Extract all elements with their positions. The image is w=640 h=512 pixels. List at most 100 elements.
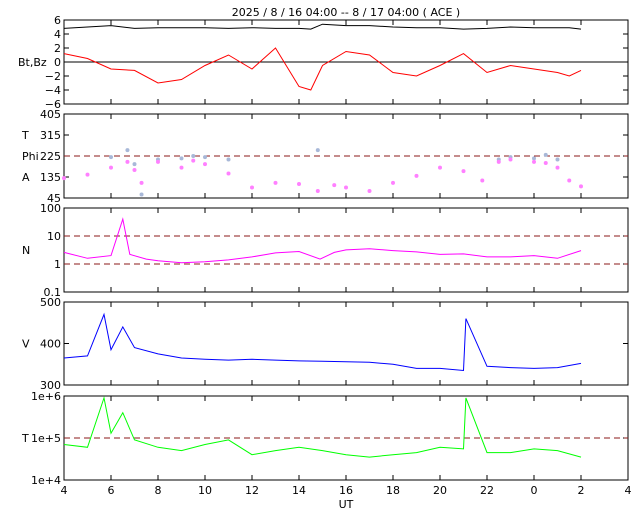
y-axis-label: Bt,Bz — [18, 56, 47, 69]
series-phi-point — [179, 156, 184, 161]
y-tick-label: 1e+6 — [31, 390, 61, 403]
x-tick-label: 0 — [531, 484, 538, 497]
x-tick-label: 4 — [61, 484, 68, 497]
chart-title: 2025 / 8 / 16 04:00 -- 8 / 17 04:00 ( AC… — [232, 6, 460, 19]
series-v-line — [63, 312, 582, 372]
series-bz-line — [63, 47, 582, 91]
y-tick-label: 0 — [54, 56, 61, 69]
y-axis-label: A — [22, 171, 30, 184]
series-theta-point — [532, 159, 536, 164]
series-theta-point — [273, 180, 278, 185]
x-axis-label: UT — [339, 498, 354, 511]
x-tick-label: 8 — [155, 484, 162, 497]
series-phi-point — [109, 155, 113, 160]
y-axis-label: N — [22, 244, 30, 257]
y-tick-label: 405 — [40, 108, 61, 121]
y-tick-label: 1 — [54, 258, 61, 271]
y-tick-label: 1e+4 — [31, 474, 61, 487]
y-tick-label: 225 — [40, 150, 61, 163]
x-tick-label: 16 — [339, 484, 353, 497]
y-tick-label: 6 — [54, 14, 61, 27]
y-tick-label: −4 — [45, 84, 61, 97]
series-theta-point — [332, 183, 337, 188]
y-axis-label: V — [22, 338, 30, 351]
series-theta-point — [139, 180, 144, 185]
y-axis-label: Phi — [22, 150, 39, 163]
x-tick-label: 20 — [433, 484, 447, 497]
panels: 6420−2−4−6Bt,Bz40531522513545TPhiA100101… — [18, 14, 629, 487]
panel-speed: 500 400 300 V — [22, 296, 629, 392]
series-theta-point — [344, 185, 348, 190]
x-tick-label: 22 — [480, 484, 494, 497]
series-theta-point — [297, 182, 301, 186]
panel-density: 100 10 1 0.1 N — [22, 202, 629, 299]
y-tick-label: 135 — [40, 171, 61, 184]
x-tick-label: 2 — [578, 484, 585, 497]
x-tick-label: 14 — [292, 484, 306, 497]
y-tick-label: 2 — [54, 42, 61, 55]
series-theta-point — [508, 157, 513, 162]
series-theta-point — [414, 173, 419, 178]
y-tick-label: 500 — [40, 296, 61, 309]
series-theta-point — [85, 172, 90, 177]
x-tick-label: 4 — [625, 484, 632, 497]
y-tick-label: −6 — [45, 98, 61, 111]
panel-temperature: 1e+6 1e+5 1e+4 T — [21, 390, 629, 487]
series-phi-point — [191, 154, 196, 158]
series-theta-point — [367, 189, 372, 193]
series-theta-point — [496, 159, 501, 164]
series-phi-point — [226, 157, 231, 162]
series-theta-point — [179, 165, 184, 170]
series-theta-point — [109, 165, 113, 170]
series-n-line — [63, 217, 582, 264]
y-tick-label: 315 — [40, 129, 61, 142]
x-tick-label: 18 — [386, 484, 400, 497]
series-theta-point — [461, 169, 466, 174]
series-theta-point — [555, 165, 560, 170]
series-phi-point — [315, 148, 320, 153]
series-theta-point — [62, 176, 66, 181]
y-tick-label: 10 — [47, 230, 61, 243]
series-theta-point — [226, 171, 231, 176]
x-tick-label: 6 — [108, 484, 115, 497]
series-phi-point — [139, 192, 144, 197]
x-tick-label: 12 — [245, 484, 259, 497]
series-phi-point — [543, 152, 548, 157]
y-tick-label: 4 — [54, 28, 61, 41]
series-bt-line — [63, 23, 582, 30]
series-theta-point — [315, 189, 320, 193]
series-theta-point — [391, 180, 395, 185]
y-axis-label: T — [21, 432, 29, 445]
series-theta-point — [250, 185, 254, 190]
x-tick-label: 10 — [198, 484, 212, 497]
series-phi-point — [203, 155, 207, 160]
series-theta-point — [567, 178, 572, 183]
series-t-line — [63, 395, 582, 458]
series-theta-point — [543, 161, 548, 165]
series-theta-point — [203, 162, 207, 167]
panel-angles: 405 315 225 135 45 T Phi A — [21, 108, 629, 205]
series-theta-point — [132, 168, 137, 172]
series-phi-point — [125, 148, 130, 153]
series-phi-point — [555, 157, 560, 162]
y-tick-label: 45 — [47, 192, 61, 205]
series-theta-point — [125, 159, 130, 164]
y-axis-label: T — [21, 129, 29, 142]
series-theta-point — [191, 158, 196, 163]
series-theta-point — [579, 184, 583, 189]
panel-frame — [63, 301, 629, 386]
series-phi-point — [532, 156, 536, 161]
y-tick-label: −2 — [45, 70, 61, 83]
y-tick-label: 300 — [40, 379, 61, 392]
y-tick-label: 400 — [40, 338, 61, 351]
series-theta-point — [438, 165, 442, 170]
series-theta-point — [480, 178, 485, 183]
y-tick-label: 0.1 — [44, 286, 62, 299]
series-theta-point — [156, 159, 160, 164]
y-tick-label: 1e+5 — [31, 432, 61, 445]
x-axis: 4 6 8 10 12 14 16 18 20 22 0 2 4 — [61, 484, 632, 497]
series-phi-point — [132, 162, 137, 167]
y-tick-label: 100 — [40, 202, 61, 215]
